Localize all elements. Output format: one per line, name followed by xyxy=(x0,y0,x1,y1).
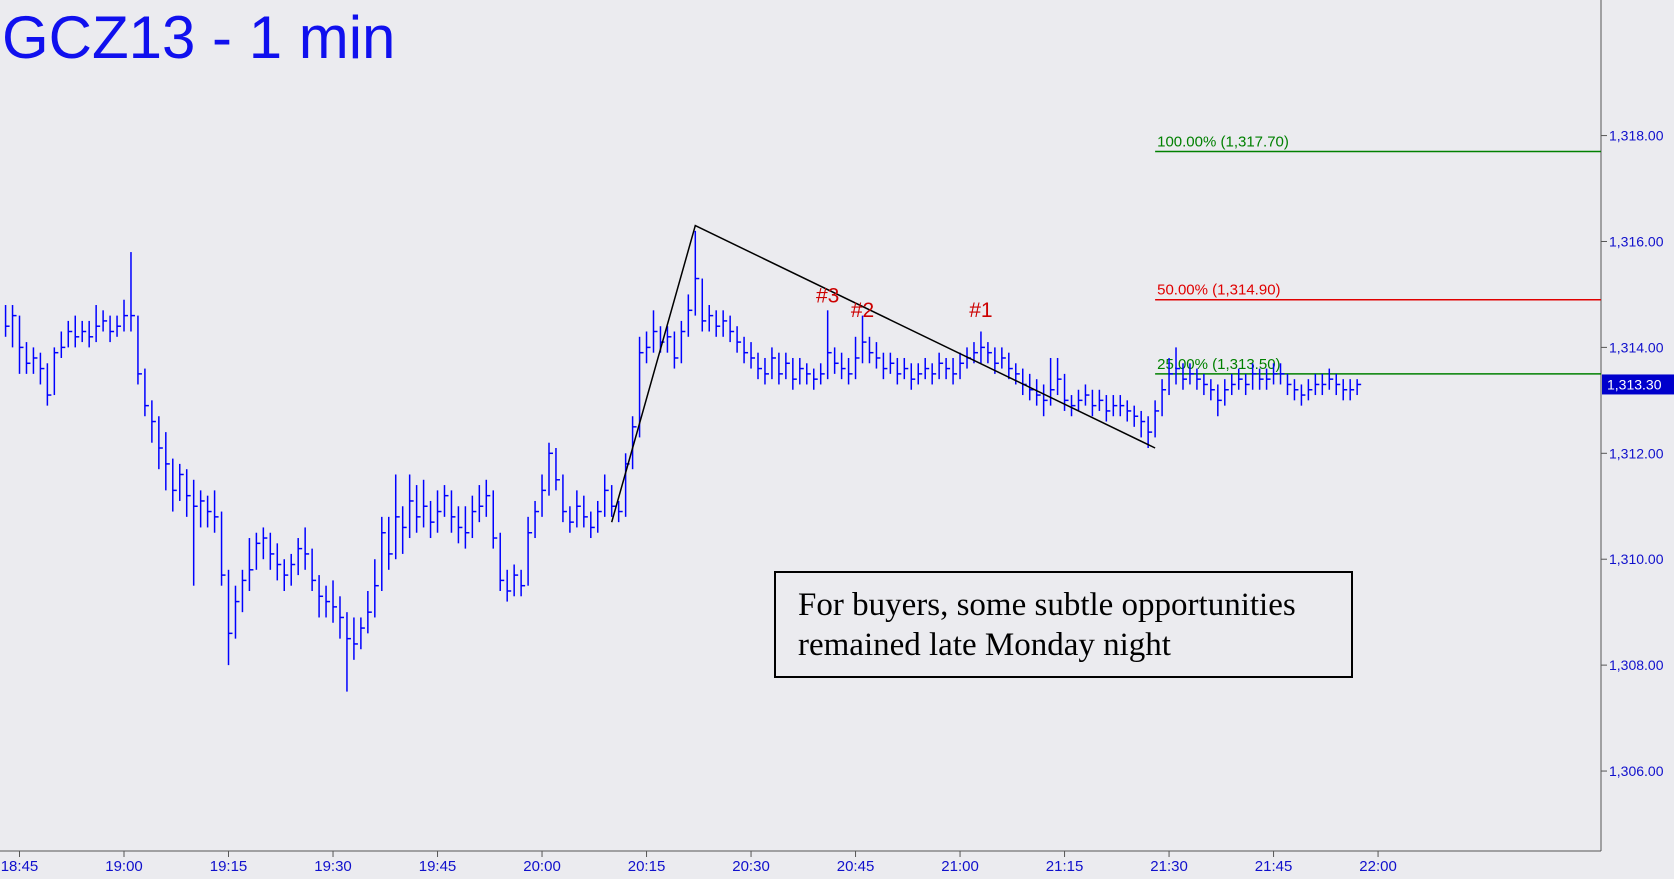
x-tick-label: 20:30 xyxy=(732,858,770,875)
x-tick-label: 20:15 xyxy=(628,858,666,875)
y-tick-label: 1,312.00 xyxy=(1609,445,1664,461)
note-line: remained late Monday night xyxy=(798,627,1171,663)
x-tick-label: 21:30 xyxy=(1150,858,1188,875)
last-price-label: 1,313.30 xyxy=(1607,376,1662,392)
annotation: #1 xyxy=(969,299,992,322)
y-tick-label: 1,314.00 xyxy=(1609,339,1664,355)
annotation: #2 xyxy=(851,299,874,322)
level-label: 50.00% (1,314.90) xyxy=(1157,282,1280,299)
y-tick-label: 1,318.00 xyxy=(1609,128,1664,144)
level-label: 25.00% (1,313.50) xyxy=(1157,356,1280,373)
x-tick-label: 19:45 xyxy=(419,858,457,875)
bars xyxy=(4,230,1362,692)
x-tick-label: 22:00 xyxy=(1359,858,1397,875)
y-tick-label: 1,306.00 xyxy=(1609,763,1664,779)
x-tick-label: 19:15 xyxy=(210,858,248,875)
annotation: #3 xyxy=(816,284,839,307)
x-tick-label: 20:00 xyxy=(523,858,561,875)
pattern-line xyxy=(610,224,1156,523)
y-tick-label: 1,310.00 xyxy=(1609,551,1664,567)
last-price-box xyxy=(1602,374,1674,395)
x-tick-label: 21:00 xyxy=(941,858,979,875)
x-tick-label: 18:45 xyxy=(1,858,39,875)
note-box: For buyers, some subtle opportunities re… xyxy=(774,571,1353,678)
x-tick-label: 19:30 xyxy=(314,858,352,875)
y-tick-label: 1,308.00 xyxy=(1609,657,1664,673)
chart-title: GCZ13 - 1 min xyxy=(2,4,395,71)
x-tick-label: 20:45 xyxy=(837,858,875,875)
x-tick-label: 21:15 xyxy=(1046,858,1084,875)
y-tick-label: 1,316.00 xyxy=(1609,233,1664,249)
x-tick-label: 19:00 xyxy=(105,858,143,875)
level-label: 100.00% (1,317.70) xyxy=(1157,133,1289,150)
note-line: For buyers, some subtle opportunities xyxy=(798,587,1296,623)
note-border xyxy=(774,571,1353,678)
x-tick-label: 21:45 xyxy=(1255,858,1293,875)
